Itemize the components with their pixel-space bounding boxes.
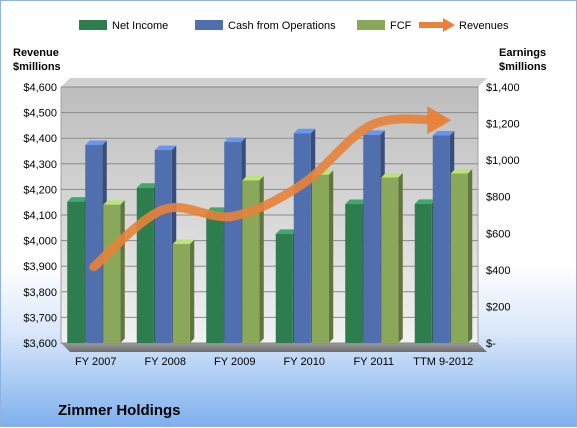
left-tick-label: $3,700 (23, 312, 57, 324)
revenue-line-layer (89, 106, 452, 272)
right-axis-title-line2: $millions (499, 61, 547, 73)
x-tick-label: FY 2008 (145, 356, 186, 368)
right-tick-label: $1,400 (486, 82, 520, 94)
legend-label: Net Income (112, 20, 168, 32)
revenue-arrowhead (427, 106, 452, 135)
right-tick-label: $400 (486, 265, 510, 277)
legend-item: Net Income (79, 20, 168, 32)
right-tick-label: $600 (486, 228, 510, 240)
legend-swatch (357, 20, 385, 30)
legend-item: FCF (357, 20, 412, 32)
left-tick-label: $4,100 (23, 210, 57, 222)
legend-swatch (79, 20, 107, 30)
bar-fcf (172, 239, 195, 343)
legend-item: Revenues (419, 18, 509, 32)
revenue-line (89, 114, 446, 272)
legend: Net Income Cash from Operations FCF Revenue… (79, 18, 509, 32)
bar-fcf (242, 175, 264, 343)
legend-label: Revenues (459, 20, 509, 32)
left-tick-label: $4,000 (23, 236, 57, 248)
plot-floor (61, 343, 487, 352)
plot-area (60, 78, 487, 352)
right-tick-label: $- (486, 338, 496, 350)
plot-top-edge (61, 78, 487, 87)
right-axis-title-line1: Earnings (499, 47, 546, 59)
left-tick-label: $3,900 (23, 261, 57, 273)
x-tick-label: FY 2011 (353, 356, 394, 368)
left-tick-label: $4,200 (23, 184, 57, 196)
legend-label: FCF (390, 20, 412, 32)
bar-fcf (103, 200, 125, 343)
axis-layer: $3,600 $3,700 $3,800 $3,900 $4,000 $4,100 $4,2… (23, 82, 519, 368)
right-tick-label: $1,200 (486, 119, 520, 131)
bar-fcf (450, 168, 473, 343)
left-tick-label: $3,800 (23, 287, 57, 299)
right-tick-label: $200 (486, 301, 510, 313)
left-axis-title-line1: Revenue (13, 47, 59, 59)
x-tick-label: FY 2009 (214, 356, 255, 368)
left-tick-label: $4,500 (23, 108, 57, 120)
left-tick-label: $4,300 (23, 159, 57, 171)
legend-label: Cash from Operations (228, 20, 336, 32)
bar-fcf (381, 173, 403, 343)
x-tick-label: TTM 9-2012 (413, 356, 473, 368)
left-axis-title-line2: $millions (13, 61, 61, 73)
company-name: Zimmer Holdings (58, 402, 181, 419)
x-tick-label: FY 2010 (284, 356, 325, 368)
right-tick-label: $800 (486, 192, 510, 204)
x-tick-label: FY 2007 (75, 356, 116, 368)
legend-item: Cash from Operations (195, 20, 336, 32)
left-tick-label: $4,400 (23, 133, 57, 145)
legend-swatch (195, 20, 223, 30)
left-tick-label: $4,600 (23, 82, 57, 94)
right-tick-label: $1,000 (486, 155, 520, 167)
left-tick-label: $3,600 (23, 338, 57, 350)
bars-layer (67, 128, 473, 343)
bar-fcf (311, 170, 334, 343)
